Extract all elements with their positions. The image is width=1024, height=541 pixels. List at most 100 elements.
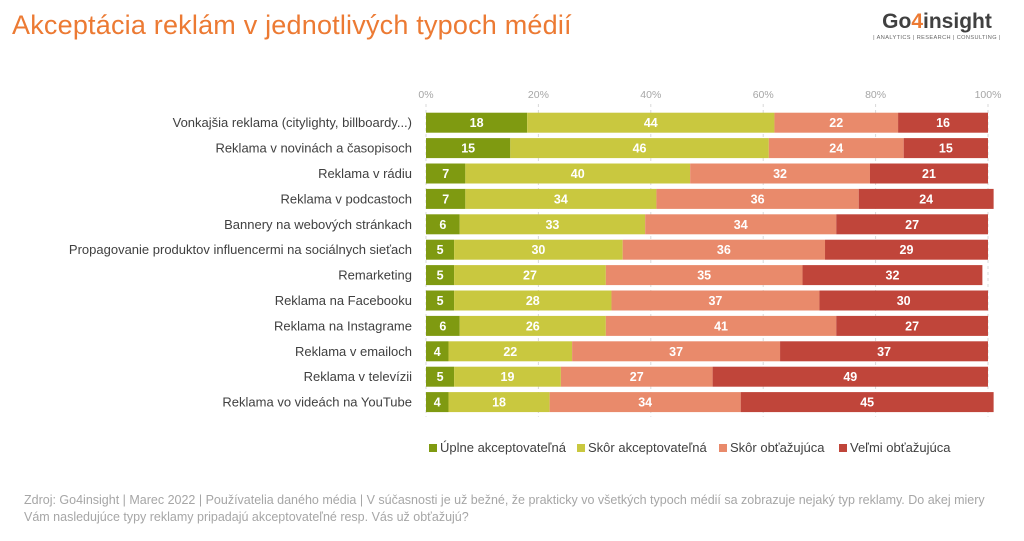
data-label: 4 — [434, 345, 441, 359]
logo-word-part2: insight — [923, 10, 992, 33]
data-label: 15 — [461, 142, 475, 156]
bar-segment — [426, 112, 528, 133]
bar-segment — [869, 163, 988, 184]
data-label: 5 — [437, 370, 444, 384]
x-tick-label: 40% — [640, 89, 661, 101]
bar-segment — [465, 163, 691, 184]
bar-segment — [572, 341, 781, 362]
bar-segment — [426, 239, 455, 260]
x-tick-label: 60% — [753, 89, 774, 101]
data-label: 27 — [523, 269, 537, 283]
logo-tagline: | ANALYTICS | RESEARCH | CONSULTING | — [873, 35, 1001, 41]
bar-segment — [774, 112, 899, 133]
data-label: 27 — [905, 319, 919, 333]
bar-segment — [426, 341, 449, 362]
category-label: Propagovanie produktov influencermi na s… — [69, 242, 412, 257]
bar-segment — [426, 188, 466, 209]
data-label: 32 — [773, 167, 787, 181]
category-label: Reklama v rádiu — [318, 166, 412, 181]
data-label: 30 — [531, 243, 545, 257]
bar-segment — [645, 214, 837, 235]
bar-segment — [448, 341, 573, 362]
chart-title: Akceptácia reklám v jednotlivých typoch … — [12, 10, 572, 40]
data-label: 5 — [437, 243, 444, 257]
data-label: 24 — [829, 142, 843, 156]
bar-segment — [510, 138, 769, 159]
legend-swatch — [577, 444, 585, 452]
bar-segment — [426, 290, 455, 311]
data-label: 6 — [439, 218, 446, 232]
bar-segment — [605, 315, 837, 336]
data-label: 29 — [900, 243, 914, 257]
data-label: 36 — [751, 192, 765, 206]
category-label: Bannery na webových stránkach — [224, 217, 412, 232]
source-footnote: Zdroj: Go4insight | Marec 2022 | Používa… — [24, 493, 985, 524]
bar-segment — [426, 392, 449, 413]
category-label: Reklama na Facebooku — [275, 293, 412, 308]
logo-wordmark: Go4insight — [862, 10, 1012, 34]
bar-segment — [454, 239, 623, 260]
bar-segment — [527, 112, 775, 133]
bar-segment — [454, 366, 561, 387]
bar-segment — [465, 188, 657, 209]
bar-segment — [690, 163, 870, 184]
category-label: Reklama v televízii — [304, 369, 412, 384]
data-label: 5 — [437, 294, 444, 308]
x-tick-label: 0% — [418, 89, 433, 101]
data-label: 22 — [829, 116, 843, 130]
bar-segment — [549, 392, 741, 413]
bar-segment — [819, 290, 988, 311]
data-label: 24 — [919, 192, 933, 206]
legend-label: Úplne akceptovateľná — [440, 440, 567, 455]
bar-segment — [426, 163, 466, 184]
legend-label: Skôr obťažujúca — [730, 440, 825, 455]
bar-segment — [858, 188, 994, 209]
bar-segment — [459, 214, 646, 235]
data-label: 18 — [492, 396, 506, 410]
legend-swatch — [719, 444, 727, 452]
bar-segment — [802, 265, 983, 286]
data-label: 22 — [503, 345, 517, 359]
data-label: 18 — [470, 116, 484, 130]
data-label: 33 — [545, 218, 559, 232]
data-label: 37 — [877, 345, 891, 359]
data-label: 34 — [554, 192, 568, 206]
bar-segment — [459, 315, 606, 336]
data-label: 26 — [526, 319, 540, 333]
data-label: 7 — [442, 167, 449, 181]
bar-segment — [426, 214, 460, 235]
bar-segment — [836, 315, 988, 336]
data-label: 35 — [697, 269, 711, 283]
bar-segment — [426, 265, 455, 286]
x-tick-label: 100% — [975, 89, 1002, 101]
legend-label: Veľmi obťažujúca — [850, 440, 951, 455]
data-label: 6 — [439, 319, 446, 333]
category-label: Reklama v podcastoch — [280, 191, 412, 206]
category-label: Reklama vo videách na YouTube — [222, 395, 412, 410]
x-tick-label: 20% — [528, 89, 549, 101]
logo-word-accent: 4 — [911, 10, 924, 33]
data-label: 34 — [734, 218, 748, 232]
bar-segment — [426, 366, 455, 387]
category-label: Reklama na Instagrame — [274, 318, 412, 333]
bar-segment — [825, 239, 988, 260]
data-label: 34 — [638, 396, 652, 410]
bar-segment — [622, 239, 826, 260]
data-label: 41 — [714, 319, 728, 333]
data-label: 46 — [633, 142, 647, 156]
data-label: 4 — [434, 396, 441, 410]
bar-segment — [454, 290, 612, 311]
data-label: 5 — [437, 269, 444, 283]
legend-swatch — [429, 444, 437, 452]
bar-segment — [448, 392, 550, 413]
bar-segment — [611, 290, 820, 311]
data-label: 28 — [526, 294, 540, 308]
bar-segment — [426, 138, 511, 159]
bar-segment — [898, 112, 988, 133]
data-label: 36 — [717, 243, 731, 257]
x-tick-label: 80% — [865, 89, 886, 101]
data-label: 44 — [644, 116, 658, 130]
legend-label: Skôr akceptovateľná — [588, 440, 707, 455]
bar-segment — [712, 366, 988, 387]
